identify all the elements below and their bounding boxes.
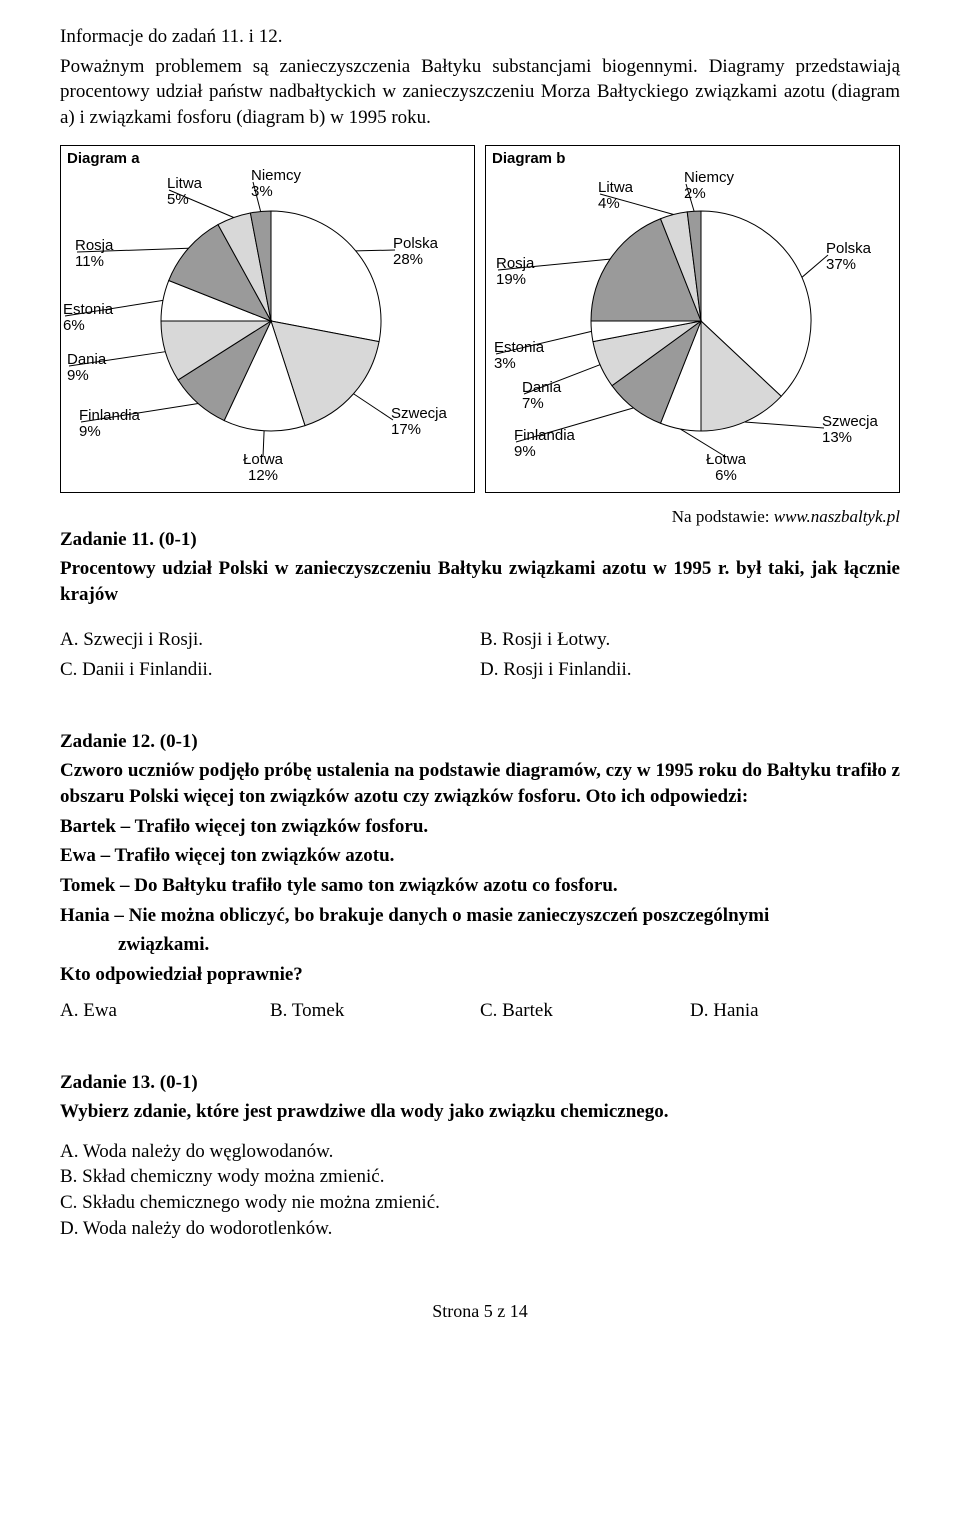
page-footer: Strona 5 z 14 (60, 1301, 900, 1322)
q12-hania2: związkami. (60, 932, 900, 958)
q12-opt-a: A. Ewa (60, 1000, 270, 1022)
q12-opt-b: B. Tomek (270, 1000, 480, 1022)
intro-paragraph: Poważnym problemem są zanieczyszczenia B… (60, 54, 900, 131)
q11-text: Procentowy udział Polski w zanieczyszcze… (60, 556, 900, 607)
callout-dania: Dania9% (67, 352, 106, 385)
q13-opt-a: A. Woda należy do węglowodanów. (60, 1139, 900, 1165)
q11-opt-d: D. Rosji i Finlandii. (480, 657, 900, 683)
q13-heading: Zadanie 13. (0-1) (60, 1070, 900, 1096)
diagram-b-box: Diagram b Polska37%Szwecja13%Łotwa6%Finl… (485, 145, 900, 493)
q11-heading: Zadanie 11. (0-1) (60, 527, 900, 553)
source-prefix: Na podstawie: (672, 507, 774, 526)
q11-opt-b: B. Rosji i Łotwy. (480, 627, 900, 653)
q12-ewa: Ewa – Trafiło więcej ton związków azotu. (60, 843, 900, 869)
q12-heading: Zadanie 12. (0-1) (60, 729, 900, 755)
intro-heading: Informacje do zadań 11. i 12. (60, 24, 900, 50)
q12-options: A. Ewa B. Tomek C. Bartek D. Hania (60, 1000, 900, 1022)
callout-finlandia: Finlandia9% (514, 428, 575, 461)
source-line: Na podstawie: www.naszbaltyk.pl (60, 507, 900, 527)
q13-opt-c: C. Składu chemicznego wody nie można zmi… (60, 1190, 900, 1216)
pie-slice-polska (271, 211, 381, 342)
callout-estonia: Estonia6% (63, 302, 113, 335)
q12-opt-c: C. Bartek (480, 1000, 690, 1022)
callout-estonia: Estonia3% (494, 340, 544, 373)
q12-hania1: Hania – Nie można obliczyć, bo brakuje d… (60, 903, 900, 929)
q12-bartek: Bartek – Trafiło więcej ton związków fos… (60, 814, 900, 840)
q13-opt-b: B. Skład chemiczny wody można zmienić. (60, 1164, 900, 1190)
callout-dania: Dania7% (522, 380, 561, 413)
q13-options: A. Woda należy do węglowodanów. B. Skład… (60, 1139, 900, 1242)
callout-polska: Polska37% (826, 241, 871, 274)
callout-litwa: Litwa4% (598, 180, 633, 213)
callout-litwa: Litwa5% (167, 176, 202, 209)
diagrams-row: Diagram a Polska28%Szwecja17%Łotwa12%Fin… (60, 145, 900, 493)
q11-opt-a: A. Szwecji i Rosji. (60, 627, 480, 653)
callout-łotwa: Łotwa12% (243, 452, 283, 485)
q11-opt-c: C. Danii i Finlandii. (60, 657, 480, 683)
q12-p1: Czworo uczniów podjęło próbę ustalenia n… (60, 758, 900, 809)
q13-opt-d: D. Woda należy do wodorotlenków. (60, 1216, 900, 1242)
callout-niemcy: Niemcy2% (684, 170, 734, 203)
callout-finlandia: Finlandia9% (79, 408, 140, 441)
callout-rosja: Rosja11% (75, 238, 113, 271)
q13-text: Wybierz zdanie, które jest prawdziwe dla… (60, 1099, 900, 1125)
callout-niemcy: Niemcy3% (251, 168, 301, 201)
callout-rosja: Rosja19% (496, 256, 534, 289)
callout-łotwa: Łotwa6% (706, 452, 746, 485)
q12-tomek: Tomek – Do Bałtyku trafiło tyle samo ton… (60, 873, 900, 899)
diagram-a-box: Diagram a Polska28%Szwecja17%Łotwa12%Fin… (60, 145, 475, 493)
source-site: www.naszbaltyk.pl (774, 507, 900, 526)
q11-options: A. Szwecji i Rosji. C. Danii i Finlandii… (60, 627, 900, 686)
q12-kto: Kto odpowiedział poprawnie? (60, 962, 900, 988)
callout-polska: Polska28% (393, 236, 438, 269)
callout-szwecja: Szwecja13% (822, 414, 878, 447)
q12-opt-d: D. Hania (690, 1000, 900, 1022)
callout-szwecja: Szwecja17% (391, 406, 447, 439)
